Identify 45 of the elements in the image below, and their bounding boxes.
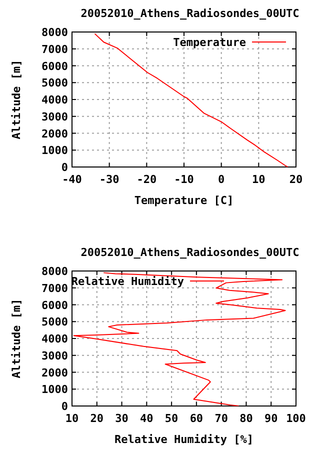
x-axis-title: Relative Humidity [%]: [114, 433, 254, 446]
x-tick-label: -20: [136, 173, 157, 186]
y-tick-label: 3000: [42, 349, 68, 362]
y-tick-label: 1000: [42, 144, 68, 158]
y-tick-label: 5000: [42, 76, 68, 90]
x-tick-label: 40: [140, 412, 154, 425]
y-tick-label: 4000: [42, 94, 68, 106]
y-tick-label: 2000: [42, 366, 68, 380]
legend-label: Temperature: [173, 36, 246, 49]
x-tick-label: -30: [99, 173, 120, 186]
x-tick-label: 70: [214, 412, 228, 425]
y-axis-title: Altitude [m]: [10, 298, 23, 378]
x-tick-label: 10: [252, 173, 266, 186]
y-tick-label: 5000: [42, 316, 68, 329]
y-tick-label: 4000: [42, 332, 68, 346]
line-series: [94, 33, 288, 167]
x-tick-label: -40: [62, 173, 82, 186]
y-tick-label: 2000: [42, 127, 68, 140]
y-tick-label: 8000: [42, 265, 68, 278]
x-tick-label: 20: [289, 173, 303, 186]
x-tick-label: 30: [115, 412, 128, 425]
y-tick-label: 3000: [42, 110, 68, 124]
y-tick-label: 7000: [42, 42, 68, 56]
x-tick-label: 10: [65, 412, 79, 425]
line-series: [73, 272, 286, 406]
y-tick-label: 0: [61, 400, 68, 413]
y-tick-label: 0: [61, 161, 68, 174]
x-tick-label: 20: [90, 412, 104, 425]
y-tick-label: 6000: [42, 298, 68, 312]
legend-label: Relative Humidity: [71, 275, 184, 288]
chart-title: 20052010_Athens_Radiosondes_00UTC: [80, 246, 300, 259]
x-tick-label: -10: [174, 173, 194, 186]
y-tick-label: 8000: [42, 26, 68, 39]
x-tick-label: 0: [218, 173, 225, 186]
x-axis-title: Temperature [C]: [134, 194, 234, 207]
x-tick-label: 80: [240, 412, 253, 425]
y-tick-label: 1000: [42, 383, 68, 396]
x-tick-label: 90: [264, 412, 278, 425]
y-tick-label: 7000: [42, 282, 68, 295]
chart-title: 20052010_Athens_Radiosondes_00UTC: [80, 7, 300, 20]
x-tick-label: 60: [190, 412, 204, 425]
y-axis-title: Altitude [m]: [10, 60, 23, 140]
x-tick-label: 100: [286, 412, 306, 425]
x-tick-label: 50: [164, 412, 178, 425]
y-tick-label: 6000: [42, 60, 68, 73]
